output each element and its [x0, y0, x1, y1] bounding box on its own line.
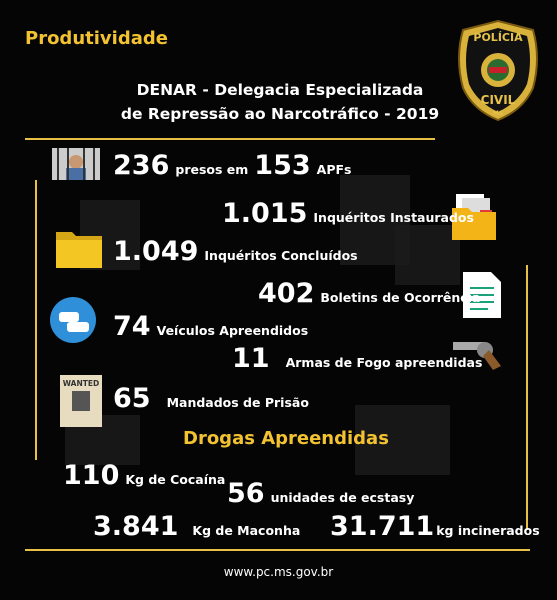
stat: 402 Boletins de Ocorrência: [258, 278, 486, 309]
divider: [526, 265, 528, 530]
icon-vehicles: [50, 297, 96, 343]
decor: [395, 225, 460, 285]
badge-state: MS: [493, 110, 503, 117]
subtitle-line: de Repressão ao Narcotráfico - 2019: [120, 105, 440, 123]
stat: 236 presos em 153 APFs: [113, 150, 358, 181]
header-title: Produtividade: [25, 28, 168, 49]
icon-wanted: WANTED: [60, 375, 102, 427]
stat: 65 Mandados de Prisão: [113, 383, 315, 414]
stat: 1.049 Inquéritos Concluídos: [113, 236, 364, 267]
badge-top: POLÍCIA: [473, 31, 523, 44]
drug-stat: 56 unidades de ecstasy: [227, 478, 420, 509]
stat-label: Inquéritos Concluídos: [204, 248, 358, 263]
icon-prison: [52, 148, 100, 180]
stat-number: 65: [113, 383, 151, 414]
stat-label: Veículos Apreendidos: [156, 323, 309, 338]
stat-label: Mandados de Prisão: [166, 395, 309, 410]
stat-label: Boletins de Ocorrência: [320, 290, 481, 305]
stat-label: Kg de Cocaína: [125, 472, 226, 487]
stat-number: 11: [232, 343, 270, 374]
icon-folder: [56, 232, 102, 268]
stat-label: kg incinerados: [436, 523, 540, 538]
divider: [25, 549, 530, 551]
stat-label: APFs: [316, 162, 352, 177]
stat-number: 3.841: [93, 511, 179, 542]
stat-label: presos em: [175, 162, 249, 177]
stat-label: unidades de ecstasy: [270, 490, 415, 505]
stat-number: 153: [254, 150, 311, 181]
stat: 1.015 Inquéritos Instaurados: [222, 198, 480, 229]
icon-text: WANTED: [63, 379, 99, 388]
divider: [35, 180, 37, 460]
stat-number: 1.015: [222, 198, 308, 229]
stat-label: Armas de Fogo apreendidas: [285, 355, 483, 370]
drugs-title: Drogas Apreendidas: [183, 428, 389, 449]
stat: 11 Armas de Fogo apreendidas: [232, 343, 488, 374]
stat-number: 236: [113, 150, 170, 181]
stat-label: Inquéritos Instaurados: [313, 210, 474, 225]
subtitle: DENAR - Delegacia Especializada de Repre…: [120, 78, 440, 126]
decor: [355, 405, 450, 475]
divider: [25, 138, 435, 140]
icon-gun: [453, 342, 501, 370]
subtitle-line: DENAR - Delegacia Especializada: [136, 81, 424, 99]
stat-number: 74: [113, 311, 151, 342]
icon-folder-docs: [452, 194, 496, 240]
stat-number: 31.711: [330, 511, 435, 542]
badge-bottom: CIVIL: [481, 93, 516, 107]
footer-url: www.pc.ms.gov.br: [223, 565, 334, 579]
stat-number: 402: [258, 278, 315, 309]
stat-number: 56: [227, 478, 265, 509]
badge: POLÍCIA CIVIL MS: [458, 19, 538, 122]
drug-stat: 110 Kg de Cocaína: [63, 460, 231, 491]
stat-label: Kg de Maconha: [192, 523, 301, 538]
stat: 74 Veículos Apreendidos: [113, 311, 314, 342]
drug-stat: 31.711 kg incinerados: [330, 511, 546, 542]
icon-document: [463, 272, 501, 318]
stat-number: 110: [63, 460, 120, 491]
drug-stat: 3.841 Kg de Maconha: [93, 511, 306, 542]
stat-number: 1.049: [113, 236, 199, 267]
